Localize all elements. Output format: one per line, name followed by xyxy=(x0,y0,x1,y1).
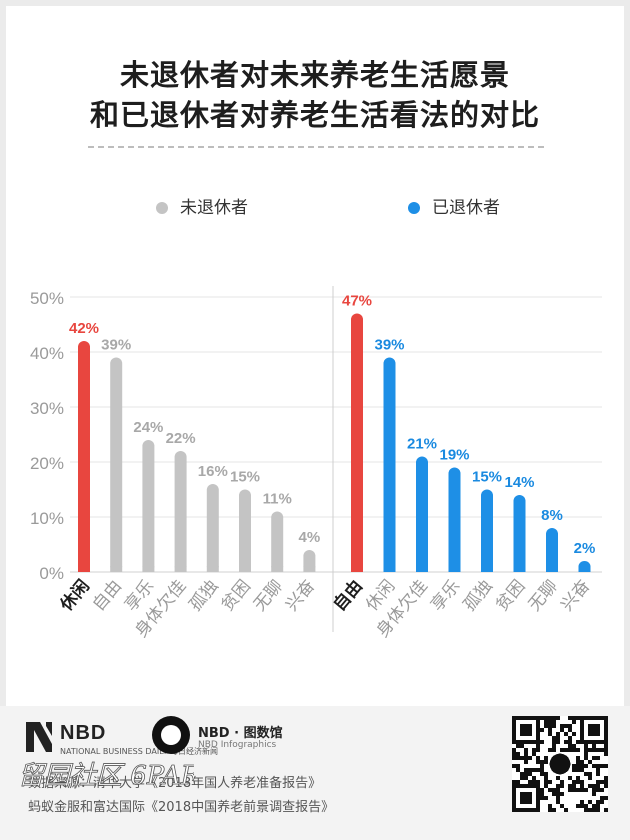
value-label-non-retired-4: 16% xyxy=(198,463,228,480)
y-tick-label: 50% xyxy=(30,289,64,308)
bar-chart: 0%10%20%30%40%50%42%休闲39%自由24%享乐22%身体欠佳1… xyxy=(30,286,602,641)
category-label-non-retired-4: 孤独 xyxy=(185,576,222,615)
bar-base-retired-6 xyxy=(546,566,558,572)
legend-item-non-retired: 未退休者 xyxy=(156,193,248,218)
bar-base-non-retired-1 xyxy=(110,566,123,572)
qr-code-icon xyxy=(512,716,608,812)
data-source-line1: 数据来源：清华大学《2018年国人养老准备报告》 xyxy=(28,776,322,791)
value-label-retired-5: 14% xyxy=(504,474,534,491)
category-label-retired-7: 兴奋 xyxy=(557,576,594,615)
bar-non-retired-2 xyxy=(142,440,155,572)
category-label-non-retired-7: 兴奋 xyxy=(282,576,319,615)
legend-label-non-retired: 未退休者 xyxy=(180,198,248,218)
bar-base-non-retired-7 xyxy=(303,566,316,572)
infographics-logo-icon xyxy=(152,716,190,754)
value-label-non-retired-5: 15% xyxy=(230,469,260,486)
bar-base-non-retired-6 xyxy=(271,566,284,572)
nbd-logo-mark-icon xyxy=(26,722,52,752)
category-label-non-retired-6: 无聊 xyxy=(250,576,287,615)
y-tick-label: 0% xyxy=(39,564,64,583)
value-label-retired-1: 39% xyxy=(374,337,404,354)
infographics-logo-subtext: NBD Infographics xyxy=(198,740,277,750)
bar-retired-2 xyxy=(416,456,428,572)
bar-base-retired-5 xyxy=(513,566,526,572)
value-label-retired-7: 2% xyxy=(574,540,596,557)
value-label-non-retired-7: 4% xyxy=(299,529,321,546)
value-label-retired-6: 8% xyxy=(541,507,563,524)
legend-dot-non-retired xyxy=(156,202,168,214)
legend-item-retired: 已退休者 xyxy=(408,193,500,218)
infographics-logo-text: NBD · 图数馆 xyxy=(198,726,283,741)
bar-non-retired-5 xyxy=(239,489,251,572)
category-label-retired-4: 孤独 xyxy=(460,576,497,615)
bar-base-retired-1 xyxy=(383,566,396,572)
bar-retired-0 xyxy=(351,313,363,572)
category-label-non-retired-5: 贫困 xyxy=(218,576,255,615)
value-label-non-retired-6: 11% xyxy=(263,491,292,508)
category-label-non-retired-1: 自由 xyxy=(89,576,126,615)
bar-base-non-retired-4 xyxy=(206,566,219,572)
bar-base-non-retired-5 xyxy=(239,566,251,572)
y-tick-label: 40% xyxy=(30,344,64,363)
nbd-logo-text: NBD xyxy=(60,722,107,744)
legend-label-retired: 已退休者 xyxy=(432,198,500,218)
bar-non-retired-6 xyxy=(271,511,284,572)
bar-base-retired-7 xyxy=(578,566,591,572)
value-label-retired-4: 15% xyxy=(472,469,502,486)
nbd-logo-subtext: NATIONAL BUSINESS DAILY 每日经济新闻 xyxy=(60,747,219,756)
bar-retired-6 xyxy=(546,528,558,572)
category-label-retired-6: 无聊 xyxy=(525,576,562,615)
value-label-retired-3: 19% xyxy=(439,447,469,464)
value-label-non-retired-3: 22% xyxy=(166,430,196,447)
title-divider xyxy=(88,146,544,148)
bar-base-non-retired-3 xyxy=(174,566,187,572)
bar-non-retired-0 xyxy=(78,341,90,572)
legend-dot-retired xyxy=(408,202,420,214)
bar-base-retired-3 xyxy=(448,566,461,572)
value-label-non-retired-0: 42% xyxy=(69,320,99,337)
category-label-retired-0: 自由 xyxy=(329,576,367,616)
value-label-retired-2: 21% xyxy=(407,436,437,453)
y-tick-label: 20% xyxy=(30,454,64,473)
bar-non-retired-1 xyxy=(110,357,123,572)
bar-base-retired-4 xyxy=(481,566,493,572)
nbd-infographics-logo: NBD · 图数馆 NBD Infographics xyxy=(152,716,312,756)
bar-base-retired-0 xyxy=(351,566,363,572)
y-tick-label: 10% xyxy=(30,509,64,528)
category-label-retired-3: 享乐 xyxy=(427,576,464,615)
value-label-retired-0: 47% xyxy=(342,293,372,310)
chart-title-line1: 未退休者对未来养老生活愿景 xyxy=(119,58,510,92)
y-tick-label: 30% xyxy=(30,399,64,418)
data-source-line2: 蚂蚁金服和富达国际《2018中国养老前景调查报告》 xyxy=(28,800,335,815)
value-label-non-retired-1: 39% xyxy=(101,337,131,354)
bar-non-retired-4 xyxy=(206,484,219,572)
bar-retired-3 xyxy=(448,467,461,572)
bar-non-retired-3 xyxy=(174,451,187,572)
bar-retired-1 xyxy=(383,357,396,572)
category-label-retired-5: 贫困 xyxy=(492,576,529,615)
nbd-logo: NBD NATIONAL BUSINESS DAILY 每日经济新闻 xyxy=(26,722,218,758)
bar-base-non-retired-0 xyxy=(78,566,90,572)
bar-base-retired-2 xyxy=(416,566,428,572)
bar-base-non-retired-2 xyxy=(142,566,155,572)
value-label-non-retired-2: 24% xyxy=(133,419,163,436)
bar-retired-4 xyxy=(481,489,493,572)
chart-title-line2: 和已退休者对养老生活看法的对比 xyxy=(89,98,540,132)
bar-retired-5 xyxy=(513,495,526,572)
